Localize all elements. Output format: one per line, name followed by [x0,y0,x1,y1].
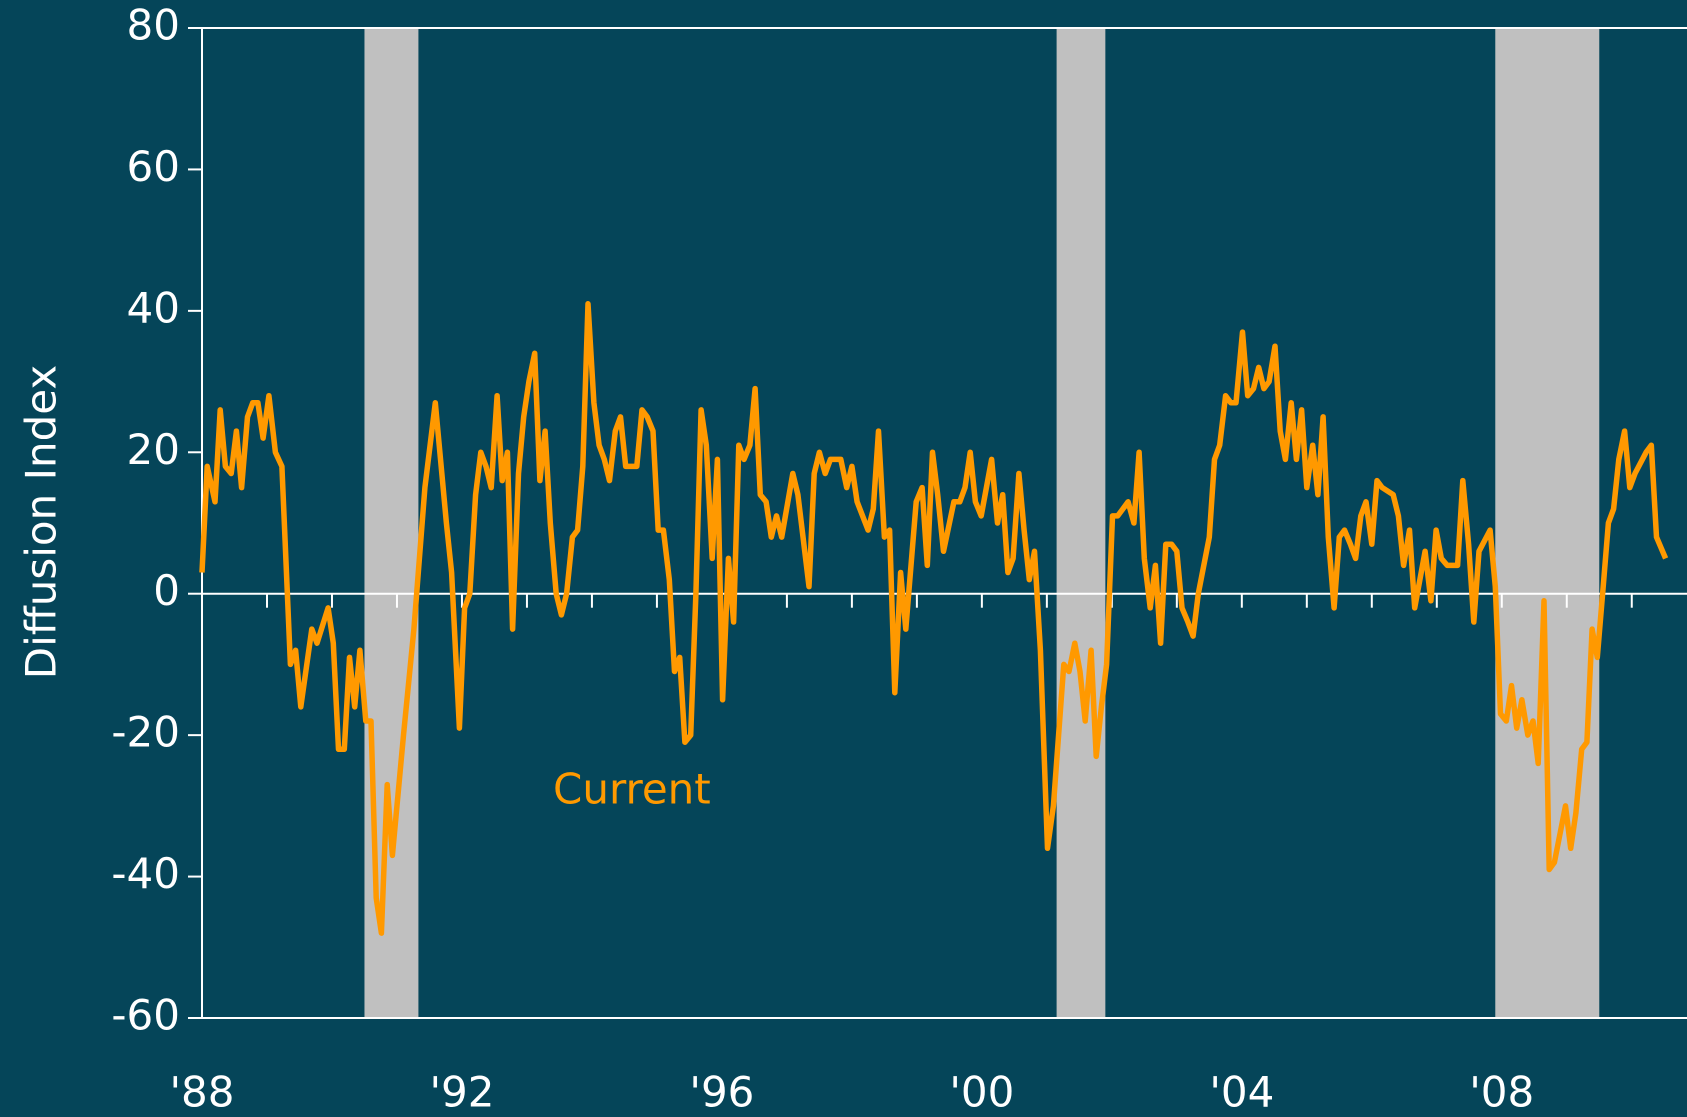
y-tick-label: 0 [153,566,180,615]
y-tick-label: 20 [127,425,180,474]
x-tick-label: '08 [1469,1068,1534,1117]
data-line [199,301,1669,936]
x-tick-label: '00 [949,1068,1014,1117]
y-tick-label: -20 [111,708,180,757]
x-tick-label: '88 [170,1068,235,1117]
y-axis-label: Diffusion Index [17,365,66,679]
series-annotation: Current [553,765,711,814]
x-tick-label: '04 [1209,1068,1274,1117]
y-tick-label: 60 [127,142,180,191]
y-tick-label: 80 [127,1,180,50]
y-tick-label: -60 [111,991,180,1040]
recession-band [1056,28,1106,1018]
y-tick-label: 40 [127,283,180,332]
y-tick-label: -40 [111,849,180,898]
x-tick-label: '92 [429,1068,494,1117]
recession-band [364,28,419,1018]
x-tick-label: '96 [689,1068,754,1117]
